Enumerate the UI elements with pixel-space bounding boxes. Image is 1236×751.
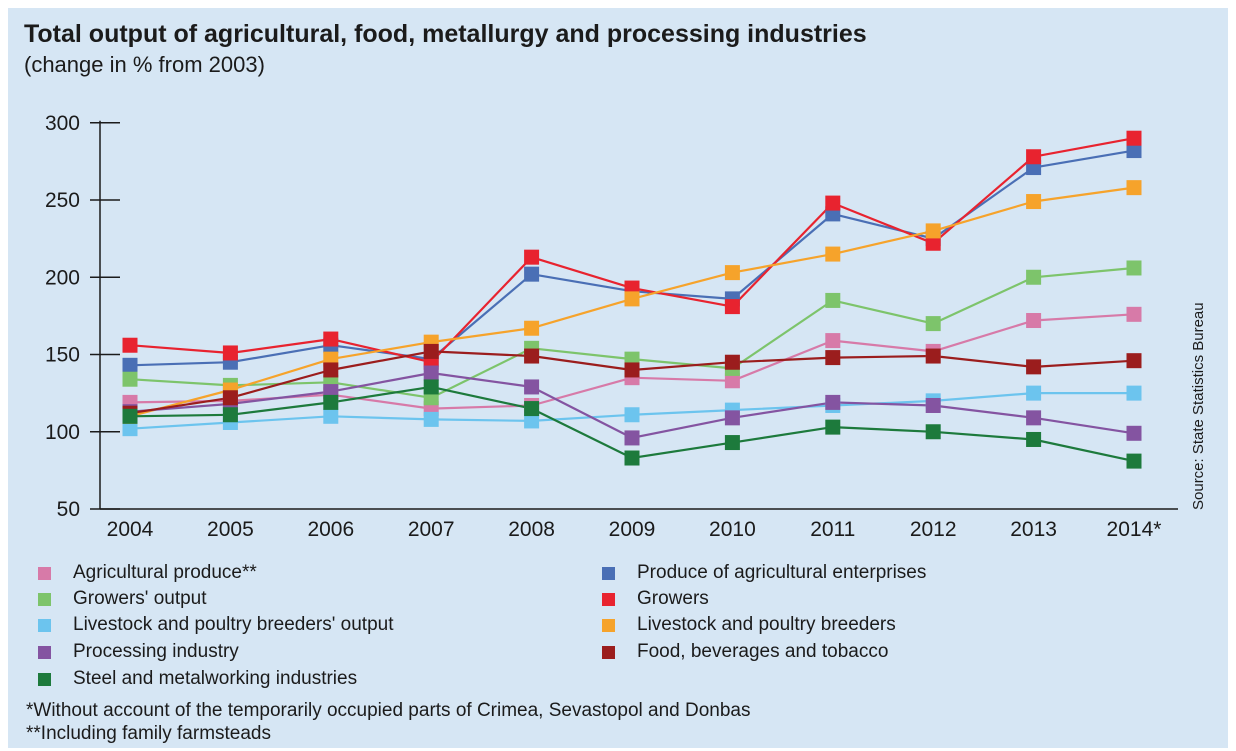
- data-point: [323, 408, 339, 424]
- data-point: [423, 343, 439, 359]
- y-tick-label: 300: [45, 112, 80, 135]
- chart-panel: [8, 8, 1228, 748]
- data-point: [423, 411, 439, 427]
- data-point: [323, 394, 339, 410]
- data-point: [222, 390, 238, 406]
- data-point: [524, 249, 540, 265]
- data-point: [1026, 194, 1042, 210]
- data-point: [524, 266, 540, 282]
- data-point: [122, 408, 138, 424]
- data-point: [925, 424, 941, 440]
- data-point: [122, 371, 138, 387]
- data-point: [423, 365, 439, 381]
- x-tick-label: 2004: [107, 518, 154, 541]
- footnote-1: *Without account of the temporarily occu…: [26, 700, 751, 721]
- data-point: [524, 348, 540, 364]
- data-point: [1126, 306, 1142, 322]
- data-point: [624, 450, 640, 466]
- data-point: [524, 413, 540, 429]
- data-point: [825, 246, 841, 262]
- data-point: [1026, 359, 1042, 375]
- y-tick-label: 250: [45, 189, 80, 212]
- data-point: [724, 299, 740, 315]
- data-point: [524, 320, 540, 336]
- data-point: [1026, 431, 1042, 447]
- x-tick-label: 2005: [207, 518, 254, 541]
- data-point: [1026, 269, 1042, 285]
- series-line: [129, 137, 1135, 364]
- data-point: [1126, 130, 1142, 146]
- data-point: [423, 379, 439, 395]
- x-tick-label: 2012: [910, 518, 957, 541]
- data-point: [323, 331, 339, 347]
- data-point: [724, 435, 740, 451]
- data-point: [925, 397, 941, 413]
- data-point: [624, 430, 640, 446]
- footnote-2: **Including family farmsteads: [26, 723, 271, 744]
- data-point: [1126, 453, 1142, 469]
- data-point: [1126, 385, 1142, 401]
- data-point: [1026, 385, 1042, 401]
- data-point: [825, 419, 841, 435]
- x-tick-label: 2006: [307, 518, 354, 541]
- y-tick-label: 100: [45, 421, 80, 444]
- series-line: [129, 149, 1135, 367]
- data-point: [1126, 143, 1142, 159]
- data-point: [624, 291, 640, 307]
- data-point: [624, 362, 640, 378]
- data-point: [1126, 260, 1142, 276]
- data-point: [1126, 353, 1142, 369]
- data-point: [1026, 149, 1042, 165]
- data-point: [925, 235, 941, 251]
- data-point: [724, 265, 740, 281]
- data-point: [724, 354, 740, 370]
- data-point: [925, 316, 941, 332]
- data-point: [222, 407, 238, 423]
- data-point: [825, 333, 841, 349]
- data-point: [1126, 180, 1142, 196]
- data-point: [925, 223, 941, 239]
- data-point: [524, 401, 540, 417]
- x-tick-label: 2013: [1010, 518, 1057, 541]
- x-tick-label: 2014*: [1107, 518, 1162, 541]
- y-tick-label: 150: [45, 344, 80, 367]
- data-point: [825, 195, 841, 211]
- x-tick-label: 2007: [408, 518, 455, 541]
- data-point: [624, 407, 640, 423]
- data-point: [524, 379, 540, 395]
- data-point: [724, 373, 740, 389]
- data-point: [825, 292, 841, 308]
- x-tick-label: 2011: [810, 518, 855, 541]
- x-tick-label: 2009: [609, 518, 656, 541]
- x-tick-label: 2008: [508, 518, 555, 541]
- source-note: Source: State Statistics Bureau: [1190, 302, 1207, 510]
- y-tick-label: 200: [45, 266, 80, 289]
- data-point: [122, 357, 138, 373]
- data-point: [323, 362, 339, 378]
- chart-subtitle: (change in % from 2003): [24, 52, 265, 77]
- data-point: [724, 410, 740, 426]
- data-point: [222, 345, 238, 361]
- data-point: [1026, 410, 1042, 426]
- y-tick-label: 50: [57, 498, 80, 521]
- x-tick-label: 2010: [709, 518, 756, 541]
- data-point: [825, 350, 841, 366]
- data-point: [1026, 313, 1042, 329]
- data-point: [925, 348, 941, 364]
- chart-title: Total output of agricultural, food, meta…: [24, 20, 867, 48]
- data-point: [122, 337, 138, 353]
- data-point: [1126, 425, 1142, 441]
- data-point: [825, 394, 841, 410]
- data-point: [122, 421, 138, 437]
